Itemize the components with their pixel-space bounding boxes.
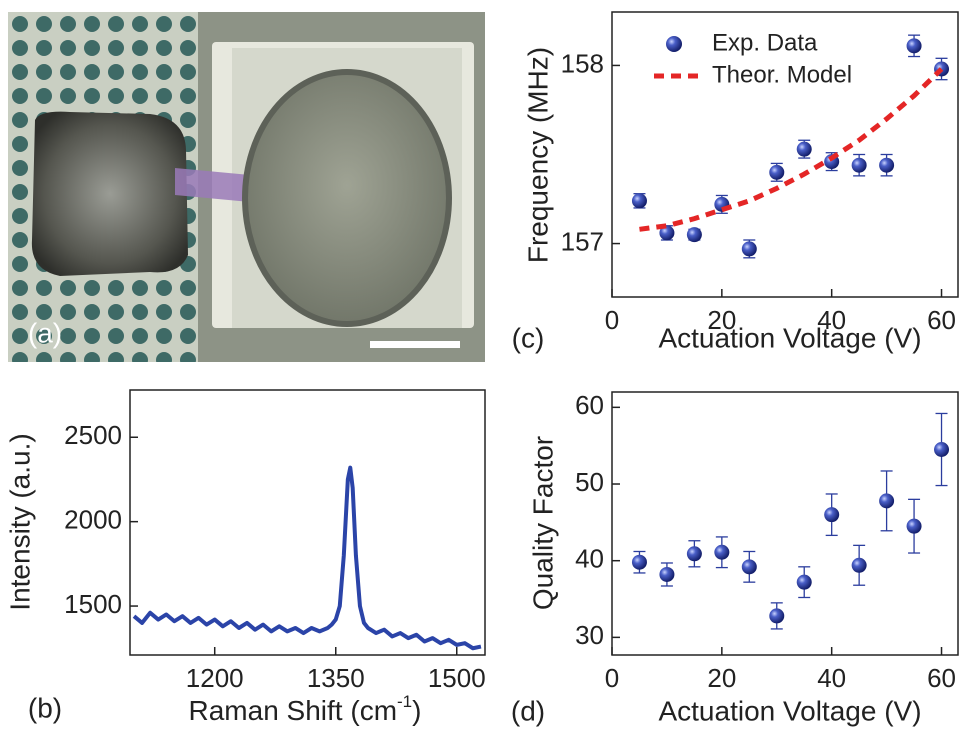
plot-frame (611, 11, 959, 298)
legend-label: Theor. Model (712, 61, 852, 88)
data-point (686, 546, 702, 562)
x-tick-label: 0 (605, 305, 619, 335)
y-tick-label: 157 (561, 226, 604, 256)
x-tick-label: 60 (927, 663, 956, 693)
y-tick-label: 2000 (64, 505, 122, 535)
data-point (851, 157, 867, 173)
graphene-flake (31, 111, 188, 277)
y-tick-label: 1500 (64, 589, 122, 619)
data-point (879, 493, 895, 509)
panel-label: (b) (28, 692, 62, 723)
x-axis-label-part: -1 (397, 692, 412, 711)
channel (175, 168, 250, 202)
y-tick-label: 158 (561, 48, 604, 78)
data-point (686, 227, 702, 243)
x-tick-label: 1200 (186, 663, 244, 693)
y-tick-label: 60 (575, 390, 604, 420)
x-tick-label: 60 (927, 305, 956, 335)
x-tick-label: 20 (707, 663, 736, 693)
panel-label: (a) (28, 317, 62, 348)
plot-frame (611, 391, 959, 656)
spectrum-line (132, 465, 482, 651)
x-axis-label: Actuation Voltage (V) (658, 695, 921, 726)
scale-bar (370, 341, 460, 348)
data-point (796, 574, 812, 590)
x-tick-label: 1350 (307, 663, 365, 693)
legend-label: Exp. Data (712, 29, 818, 56)
x-tick-label: 0 (605, 663, 619, 693)
data-point (631, 193, 647, 209)
y-axis-label: Intensity (a.u.) (4, 433, 35, 610)
x-axis-label: Raman Shift (cm-1) (189, 692, 422, 726)
plot-area (132, 465, 482, 651)
plot-area (631, 34, 950, 259)
data-point (741, 241, 757, 257)
x-tick-label: 40 (817, 663, 846, 693)
data-point (769, 608, 785, 624)
data-point (631, 554, 647, 570)
data-point (659, 566, 675, 582)
legend-swatch (666, 36, 682, 52)
data-point (714, 544, 730, 560)
y-tick-label: 50 (575, 467, 604, 497)
y-axis-label: Quality Factor (527, 436, 558, 610)
plot-area (631, 412, 950, 630)
resonator-drum (242, 69, 452, 327)
micrograph (8, 12, 485, 362)
plot-frame (129, 389, 486, 656)
y-tick-label: 2500 (64, 420, 122, 450)
data-point (824, 507, 840, 523)
x-tick-label: 40 (817, 305, 846, 335)
data-point (769, 164, 785, 180)
panel-label: (c) (512, 322, 545, 353)
model-line (639, 67, 944, 232)
x-tick-label: 1500 (428, 663, 486, 693)
data-point (906, 518, 922, 534)
data-point (796, 141, 812, 157)
panel-label: (d) (511, 695, 545, 726)
data-point (934, 442, 950, 458)
x-tick-label: 20 (707, 305, 736, 335)
x-axis-label-part: ) (412, 695, 421, 726)
x-axis-label: Actuation Voltage (V) (658, 322, 921, 353)
data-point (879, 157, 895, 173)
x-axis-label-part: Raman Shift (cm (189, 695, 398, 726)
data-point (659, 225, 675, 241)
y-tick-label: 40 (575, 544, 604, 574)
data-point (906, 38, 922, 54)
data-point (851, 557, 867, 573)
data-point (741, 559, 757, 575)
y-tick-label: 30 (575, 620, 604, 650)
y-axis-label: Frequency (MHz) (522, 47, 553, 263)
